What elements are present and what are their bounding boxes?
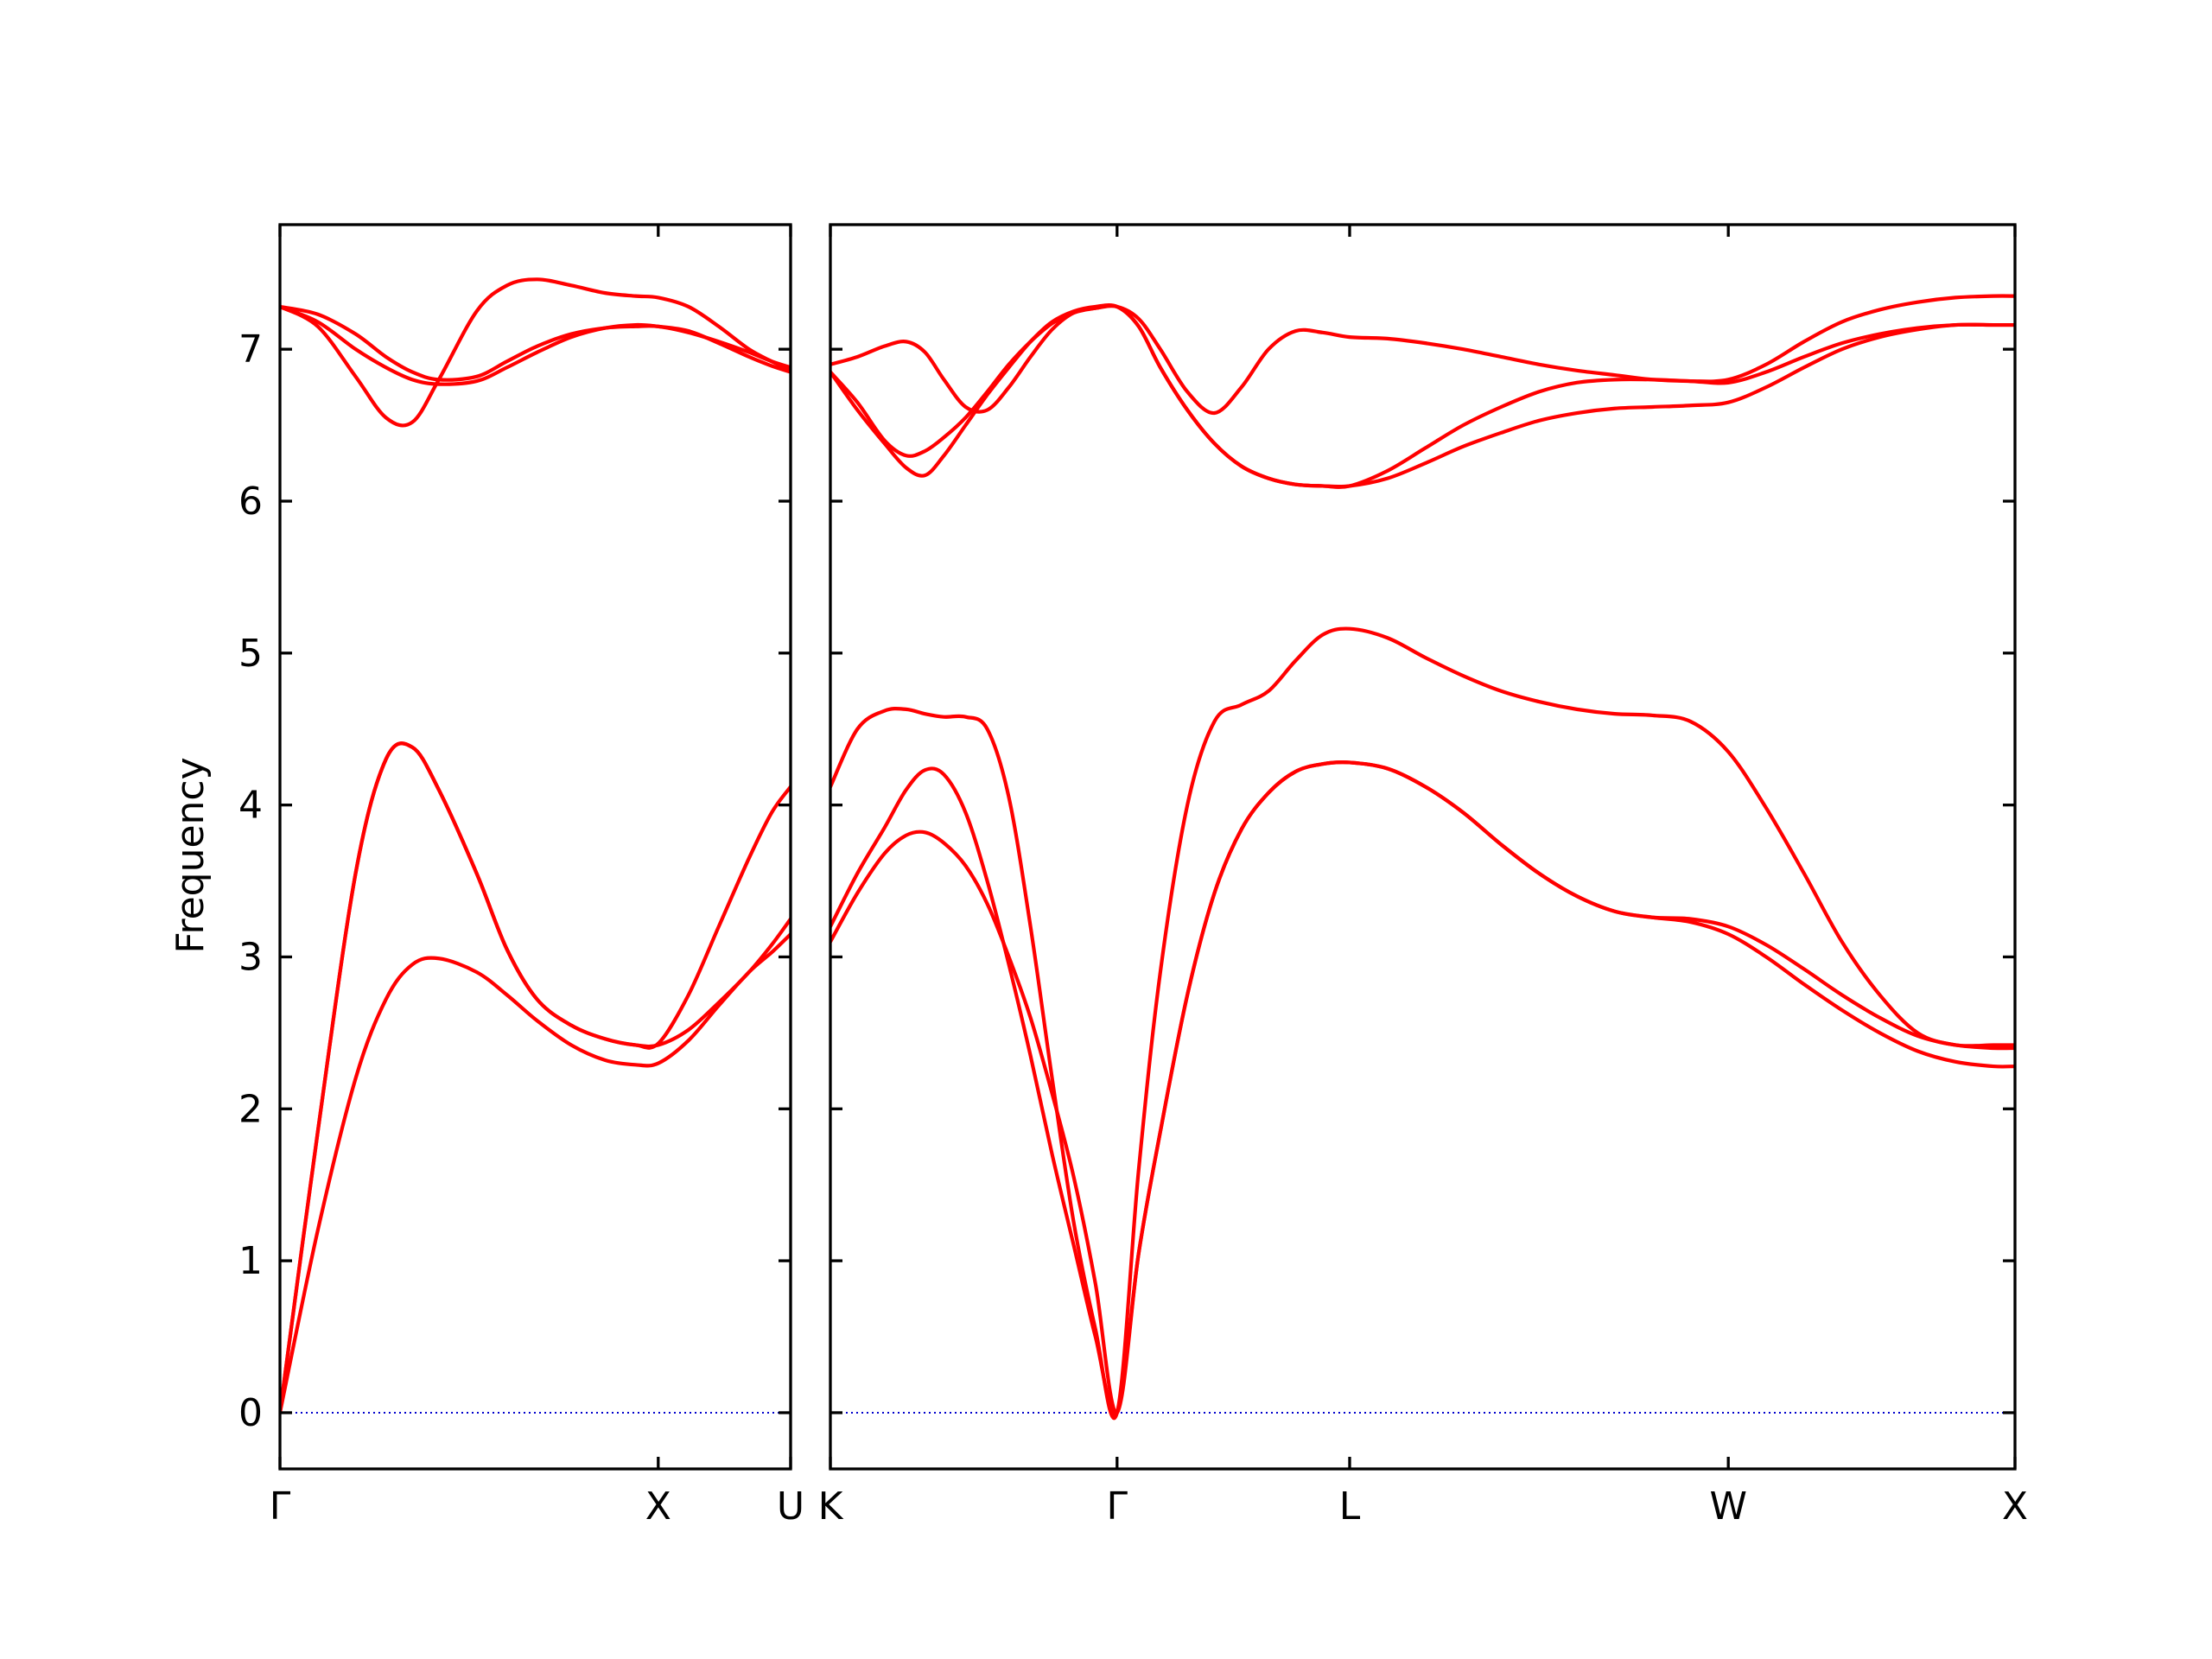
x-tick-label: U	[777, 1484, 804, 1529]
panel-frame	[278, 223, 792, 1471]
panel-frame	[829, 223, 2017, 1471]
x-tick-label: Γ	[1107, 1484, 1128, 1529]
y-tick-label: 1	[238, 1239, 263, 1283]
band-line	[280, 304, 791, 382]
x-tick-label: W	[1709, 1484, 1747, 1529]
y-axis-label: Frequency	[168, 757, 213, 953]
x-tick-label: K	[818, 1484, 844, 1529]
bands-layer	[280, 277, 2015, 1421]
band-line	[830, 294, 2015, 416]
y-tick-label: 5	[238, 632, 263, 676]
ticks-layer	[278, 225, 2017, 1469]
x-tick-label: X	[645, 1484, 671, 1529]
y-tick-label: 2	[238, 1087, 263, 1131]
band-line	[280, 277, 791, 428]
band-line	[830, 760, 2015, 1417]
y-tick-label: 7	[238, 327, 263, 372]
band-line	[830, 626, 2015, 1421]
frames-layer	[278, 223, 2017, 1471]
band-line	[280, 741, 791, 1415]
band-line	[830, 302, 2015, 489]
y-tick-label: 3	[238, 935, 263, 979]
x-tick-label: Γ	[270, 1484, 291, 1529]
x-tick-label: X	[2002, 1484, 2028, 1529]
labels-layer: Γ X U K Γ L W X 0 1 2 3 4 5 6 7	[238, 327, 2028, 1529]
band-line	[280, 932, 791, 1415]
y-tick-label: 0	[238, 1391, 263, 1435]
y-tick-label: 4	[238, 784, 263, 828]
x-tick-label: L	[1339, 1484, 1361, 1529]
y-tick-label: 6	[238, 480, 263, 524]
